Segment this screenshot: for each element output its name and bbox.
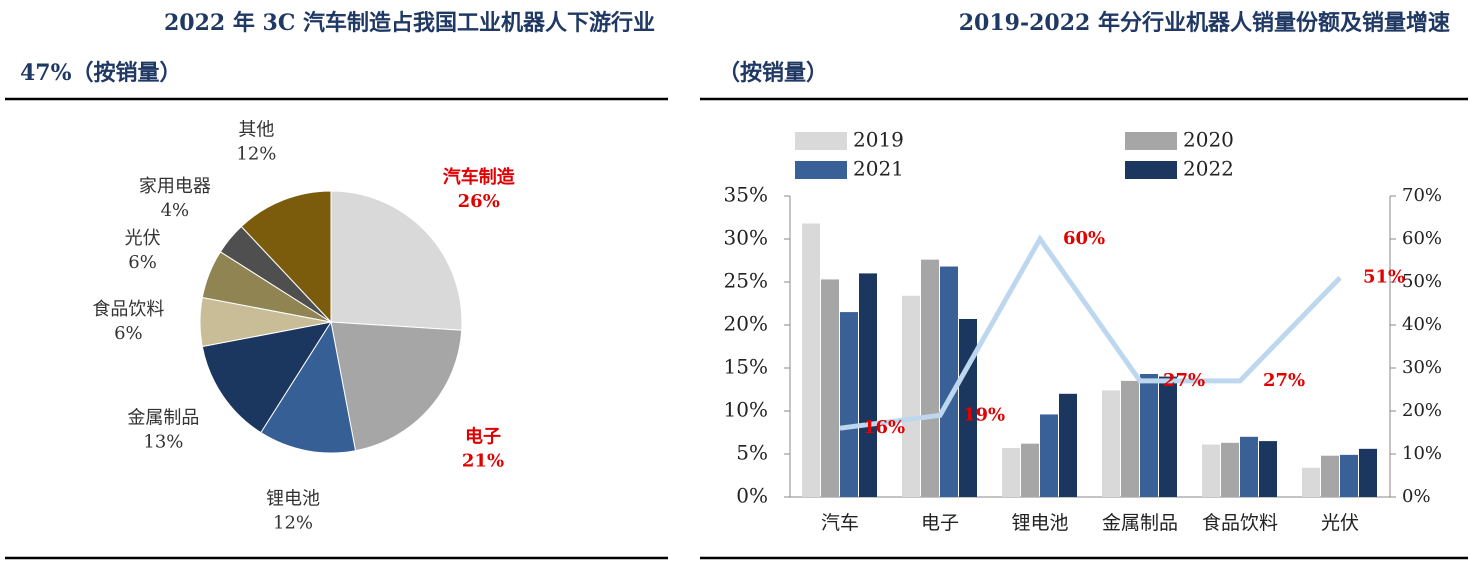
bar (1340, 454, 1358, 497)
legend-label: 2021 (853, 157, 904, 181)
line-value-label: 27% (1163, 370, 1205, 391)
bar (1102, 390, 1120, 497)
slice-value-label: 4% (161, 200, 190, 221)
bar (840, 312, 858, 497)
legend-swatch (795, 132, 847, 150)
y2-tick-label: 0% (1402, 486, 1431, 507)
y2-tick-label: 40% (1402, 314, 1442, 335)
y-tick-label: 25% (724, 269, 768, 293)
slice-value-label: 12% (273, 513, 313, 534)
legend-label: 2019 (853, 128, 904, 152)
slice-label: 食品饮料 (92, 299, 164, 320)
bar (940, 266, 958, 497)
slice-value-label: 6% (128, 252, 157, 273)
y-tick-label: 30% (724, 226, 768, 250)
slice-label: 汽车制造 (443, 166, 515, 188)
bar (1021, 443, 1039, 497)
bar (1359, 448, 1377, 497)
chart-title: （按销量） (718, 60, 828, 86)
y-tick-label: 10% (724, 398, 768, 422)
slice-label: 光伏 (125, 228, 161, 249)
y-tick-label: 5% (736, 441, 768, 465)
y2-tick-label: 30% (1402, 357, 1442, 378)
slice-value-label: 6% (114, 323, 143, 344)
bar (1202, 444, 1220, 497)
bar (1159, 376, 1177, 497)
bar (1140, 374, 1158, 497)
slice-value-label: 21% (462, 451, 504, 472)
line-value-label: 51% (1363, 267, 1405, 288)
bar (1259, 441, 1277, 497)
legend-label: 2020 (1183, 128, 1234, 152)
line-value-label: 27% (1263, 370, 1305, 391)
bar (821, 279, 839, 497)
legend-swatch (1125, 132, 1177, 150)
bar (921, 259, 939, 497)
x-tick-label: 金属制品 (1102, 512, 1178, 534)
chart-title: 47%（按销量） (20, 60, 182, 86)
growth-line (839, 234, 1342, 431)
slice-label: 家用电器 (139, 176, 211, 197)
x-tick-label: 锂电池 (1011, 512, 1068, 534)
pie-slice (260, 320, 357, 454)
bar (1302, 467, 1320, 497)
pie-slice (330, 190, 463, 331)
slice-label: 金属制品 (127, 407, 199, 428)
bar (859, 273, 877, 497)
line-value-label: 60% (1063, 228, 1105, 249)
slice-value-label: 12% (236, 144, 276, 165)
pie-slice (240, 190, 332, 324)
bar (1040, 414, 1058, 497)
bar (1059, 393, 1077, 497)
x-tick-label: 电子 (921, 512, 959, 534)
slice-label: 其他 (238, 120, 274, 141)
bar (1240, 436, 1258, 497)
bar (1321, 455, 1339, 497)
slice-value-label: 13% (143, 431, 183, 452)
y-tick-label: 20% (724, 312, 768, 336)
y-tick-label: 0% (736, 484, 768, 508)
bar (959, 318, 977, 497)
slice-label: 锂电池 (266, 489, 320, 510)
x-tick-label: 汽车 (821, 512, 859, 534)
y2-tick-label: 70% (1402, 185, 1442, 206)
y2-tick-label: 60% (1402, 228, 1442, 249)
y2-tick-label: 10% (1402, 443, 1442, 464)
pie-slice (201, 321, 333, 434)
bar (1221, 442, 1239, 497)
line-value-label: 19% (963, 404, 1005, 425)
y2-tick-label: 50% (1402, 271, 1442, 292)
chart-title: 2022 年 3C 汽车制造占我国工业机器人下游行业 (164, 10, 655, 36)
bar (802, 223, 820, 497)
y-tick-label: 15% (724, 355, 768, 379)
x-tick-label: 光伏 (1321, 512, 1359, 534)
legend-swatch (1125, 161, 1177, 179)
y-tick-label: 35% (724, 183, 768, 207)
x-tick-label: 食品饮料 (1202, 512, 1278, 534)
legend-swatch (795, 161, 847, 179)
slice-label: 电子 (465, 426, 501, 448)
pie-slice (330, 321, 463, 452)
slice-value-label: 26% (458, 191, 500, 212)
y2-tick-label: 20% (1402, 400, 1442, 421)
legend-label: 2022 (1183, 157, 1234, 181)
bar (902, 295, 920, 497)
bar (1121, 380, 1139, 497)
bar (1002, 447, 1020, 497)
chart-title: 2019-2022 年分行业机器人销量份额及销量增速 (959, 10, 1450, 36)
line-value-label: 16% (863, 417, 905, 438)
